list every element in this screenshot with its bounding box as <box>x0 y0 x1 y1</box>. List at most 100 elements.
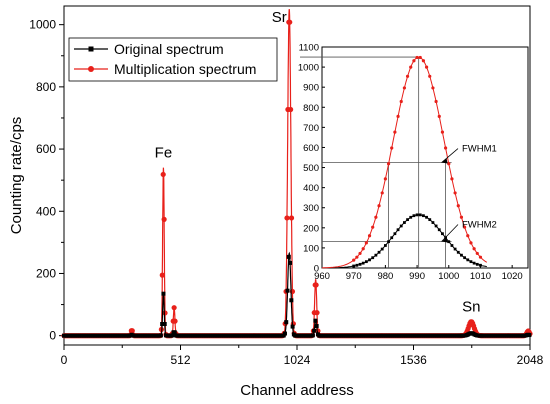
data-point <box>314 324 319 329</box>
inset-data-point <box>434 99 438 104</box>
inset-y-tick-label: 0 <box>314 264 319 275</box>
inset-data-point <box>437 114 441 118</box>
inset-data-point <box>421 59 426 63</box>
y-tick-label: 800 <box>36 80 56 94</box>
data-point <box>162 310 168 316</box>
data-point <box>313 318 318 323</box>
inset-data-point <box>374 215 378 219</box>
data-point <box>288 106 294 113</box>
inset-data-point <box>367 234 372 238</box>
inset-data-point <box>440 130 445 134</box>
data-point <box>171 305 177 311</box>
inset-data-point <box>450 244 454 247</box>
data-point <box>161 216 167 222</box>
inset-data-point <box>460 253 463 257</box>
inset-data-point <box>475 262 479 266</box>
inset-data-point <box>409 65 413 69</box>
legend: Original spectrum Multiplication spectrum <box>68 37 278 82</box>
data-point <box>313 282 319 288</box>
y-tick-label: 200 <box>36 266 56 280</box>
inset-data-point <box>431 86 435 90</box>
inset-data-point <box>475 251 479 256</box>
data-point <box>158 333 163 338</box>
inset-data-point <box>456 204 460 208</box>
inset-data-point <box>469 241 473 245</box>
inset-data-point <box>459 215 464 219</box>
x-tick-label: 0 <box>61 353 68 367</box>
data-point <box>161 291 166 296</box>
inset-data-point <box>355 255 359 259</box>
data-point <box>290 324 295 329</box>
inset-data-point <box>383 244 387 247</box>
legend-marker <box>88 46 94 52</box>
inset-data-point <box>463 225 467 229</box>
inset-data-point <box>424 65 429 69</box>
inset-data-point <box>352 258 356 262</box>
fwhm-arrow-icon <box>441 158 448 164</box>
inset-frame <box>321 46 529 269</box>
legend-marker <box>88 66 94 72</box>
inset-data-point <box>364 260 368 264</box>
inset-data-point <box>415 213 419 217</box>
inset-data-point <box>450 177 454 181</box>
data-point <box>284 215 290 221</box>
peak-label-fe: Fe <box>155 145 173 162</box>
inset-data-point <box>472 247 476 251</box>
inset-x-tick-label: 1020 <box>502 271 523 282</box>
inset-data-point <box>371 225 375 229</box>
inset-data-point <box>453 247 457 251</box>
legend-label: Multiplication spectrum <box>114 61 256 77</box>
legend-label: Original spectrum <box>114 41 224 57</box>
data-point <box>172 330 177 335</box>
inset-data-point <box>469 260 473 264</box>
inset-y-tick-label: 100 <box>303 243 319 254</box>
inset-data-point <box>478 255 483 259</box>
x-tick-label: 512 <box>170 353 190 367</box>
inset-x-tick-label: 1000 <box>438 271 459 282</box>
inset-x-tick-label: 960 <box>314 271 330 282</box>
inset-data-point <box>377 250 381 254</box>
inset-data-point <box>390 236 394 240</box>
inset-data-point <box>393 232 397 236</box>
inset-data-point <box>463 256 467 260</box>
inset-data-point <box>390 146 394 150</box>
inset-y-tick-label: 900 <box>303 83 319 94</box>
data-point <box>287 19 293 25</box>
inset-data-point <box>412 214 416 218</box>
fwhm-leader <box>441 148 459 163</box>
inset-y-tick-label: 600 <box>303 143 319 154</box>
inset-y-tick-label: 300 <box>303 203 319 214</box>
data-point <box>289 298 294 303</box>
inset-data-point <box>466 234 470 238</box>
inset-x-tick-label: 1010 <box>470 271 491 282</box>
peak-label-sr: Sr <box>272 9 287 26</box>
legend-box <box>68 37 278 82</box>
inset-data-point <box>380 191 384 195</box>
inset-data-point <box>409 215 413 219</box>
inset-data-point <box>437 228 441 232</box>
inset-y-tick-label: 700 <box>303 123 319 134</box>
data-point <box>527 333 532 338</box>
x-tick-label: 2048 <box>517 353 544 367</box>
inset-data-point <box>364 241 368 245</box>
inset-data-point <box>444 146 448 150</box>
data-point <box>288 215 295 221</box>
data-point <box>314 310 320 316</box>
x-tick-label: 1024 <box>284 353 311 367</box>
inset-data-point <box>406 218 409 222</box>
inset-data-point <box>396 114 400 118</box>
x-axis-title: Channel address <box>240 382 353 399</box>
inset-data-point <box>371 256 375 260</box>
inset-data-point <box>447 240 451 244</box>
fwhm-arrow-icon <box>441 237 448 243</box>
inset-data-point <box>412 59 416 63</box>
inset-data-point <box>466 258 470 262</box>
y-axis-title: Counting rate/cps <box>8 117 25 235</box>
data-point <box>288 260 293 265</box>
inset-data-point <box>361 247 365 251</box>
inset-data-point <box>393 130 397 134</box>
inset-data-point <box>383 177 387 181</box>
peak-label-sn: Sn <box>462 299 480 316</box>
inset-data-point <box>387 240 390 244</box>
